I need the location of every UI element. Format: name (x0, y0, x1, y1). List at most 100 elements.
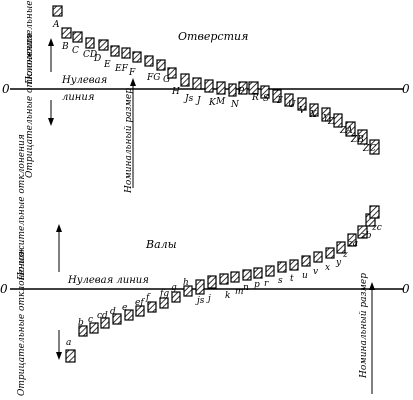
holes-zone-box (144, 55, 154, 67)
holes-zone-box (167, 67, 177, 79)
shafts-zone-label: c (88, 315, 93, 325)
shafts-zone-box (301, 255, 311, 267)
holes-zone-box (216, 81, 226, 95)
holes-zone-label: H (171, 87, 180, 97)
shafts-zone-label: z (342, 250, 348, 260)
shafts-zone-box (135, 305, 145, 317)
holes-zone-label: C (72, 46, 79, 56)
holes-zone-box (192, 77, 202, 90)
holes-zone-box (333, 113, 343, 128)
shafts-zone-label: f (145, 293, 151, 303)
holes-zone-box (345, 121, 356, 137)
holes-zone-box (180, 73, 190, 87)
holes-zone-box (121, 47, 131, 59)
shafts-zone-box (369, 205, 380, 219)
holes-zone-box (72, 31, 83, 43)
shafts-zero-left: 0 (0, 282, 8, 296)
shafts-zone-box (89, 322, 99, 334)
shafts-zone-label: n (243, 283, 249, 293)
holes-zero-right: 0 (402, 82, 410, 96)
holes-zone-label: P (237, 87, 245, 97)
shafts-zero-line-label: Нулевая линия (67, 275, 149, 286)
holes-zone-box (156, 59, 166, 71)
holes-zone-box (204, 79, 214, 93)
shafts-zone-box (147, 301, 157, 313)
holes-zone-label: G (163, 75, 170, 85)
shafts-zone-box (207, 275, 217, 289)
shafts-zone-box (336, 241, 346, 254)
holes-zone-label: EF (114, 64, 129, 74)
shafts-zone-label: e (122, 303, 127, 313)
shafts-zone-box (313, 251, 323, 263)
holes-zone-label: ZA (339, 126, 353, 136)
holes-zone-label: K (208, 98, 217, 108)
shafts-zone-box (230, 271, 240, 283)
holes-zone-box (248, 81, 259, 95)
shafts-zone-label: j (206, 294, 211, 304)
shafts-zone-label: h (183, 278, 189, 288)
holes-positive-label: Положительные отклонения (25, 0, 35, 85)
shafts-zone-label: u (302, 271, 308, 281)
holes-zone-box (98, 39, 109, 51)
shafts-zone-label: s (278, 276, 283, 286)
shafts-zone-box (277, 261, 287, 273)
holes-zone-label: T (276, 96, 283, 106)
shafts-zone-label: m (235, 287, 244, 297)
holes-zone-label: Js (183, 94, 194, 104)
holes-zone-box (357, 129, 368, 145)
holes-zone-label: F (128, 68, 136, 78)
shafts-zone-label: g (171, 283, 177, 293)
holes-zone-box (284, 93, 294, 107)
shafts-zone-box (357, 225, 368, 239)
holes-zone-box (309, 103, 319, 117)
shafts-zone-box (159, 297, 169, 309)
shafts-zone-label: v (313, 267, 318, 277)
shafts-zone-label: t (290, 274, 294, 284)
holes-zone-label: E (103, 60, 111, 70)
shafts-zone-label: b (78, 318, 84, 328)
holes-zone-label: X (309, 110, 317, 120)
holes-zone-box (369, 139, 380, 155)
holes-zone-box (272, 89, 282, 103)
holes-zone-box (238, 81, 248, 95)
holes-zone-label: J (195, 96, 202, 106)
shafts-zone-box (65, 349, 76, 363)
holes-zone-label: Y (323, 114, 330, 124)
shafts-zone-box (253, 267, 263, 279)
holes-zone-label: M (215, 97, 226, 107)
holes-zone-box (228, 83, 237, 97)
shafts-zone-label: ef (135, 298, 145, 308)
shafts-zone-box (289, 259, 299, 271)
shafts-zone-label: a (66, 338, 71, 348)
shafts-zone-label: p (254, 280, 260, 290)
shafts-zero-right: 0 (402, 282, 410, 296)
holes-zone-label: B (61, 42, 69, 52)
holes-zone-label: CD (83, 50, 97, 60)
shafts-zone-label: y (335, 258, 342, 268)
shafts-zone-box (171, 291, 181, 303)
shafts-zone-box (219, 273, 229, 285)
shafts-nominal-label: Номинальный размер (359, 273, 369, 379)
shafts-zone-label: r (264, 279, 269, 289)
holes-zone-label: S (263, 94, 269, 104)
shafts-zone-label: zc (371, 223, 382, 233)
shafts-zone-box (183, 285, 193, 297)
shafts-title: Валы (145, 238, 177, 251)
holes-zone-label: ZB (350, 135, 364, 145)
holes-zone-label: FG (146, 73, 160, 83)
holes-zone-label: D (93, 54, 101, 64)
holes-zone-box (85, 37, 95, 49)
holes-negative-label: Отрицательные отклонения (25, 33, 35, 178)
shafts-zone-box (78, 325, 88, 337)
holes-title: Отверстия (178, 30, 248, 43)
holes-zone-box (297, 97, 307, 111)
shafts-diagram: Валы 0 0 Нулевая линия Положительные отк… (0, 134, 410, 396)
holes-zone-box (132, 51, 142, 63)
shafts-zone-box (325, 247, 335, 259)
shafts-zone-label: x (325, 263, 330, 273)
shafts-zone-box (112, 313, 122, 325)
shafts-zone-label: k (225, 291, 230, 301)
